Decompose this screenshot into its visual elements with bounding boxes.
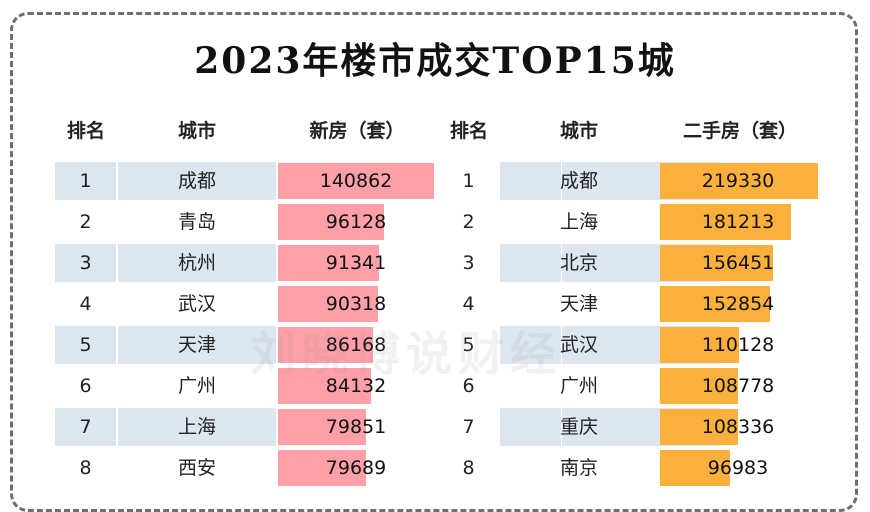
rank-second: 3	[462, 252, 475, 274]
city-new: 西安	[177, 457, 216, 479]
row-band	[500, 162, 561, 200]
city-new: 上海	[177, 416, 216, 438]
city-second: 上海	[559, 211, 598, 233]
second-hand-value: 181213	[701, 211, 775, 233]
chart-title: 2023年楼市成交TOP15城	[194, 40, 676, 82]
header-city-second: 城市	[559, 120, 598, 142]
new-homes-value: 140862	[319, 170, 393, 192]
header-second-hand: 二手房（套）	[682, 120, 797, 142]
second-hand-value: 108336	[701, 416, 775, 438]
new-homes-value: 79851	[325, 416, 387, 438]
city-new: 武汉	[177, 293, 216, 315]
second-hand-bar	[660, 204, 791, 240]
rank-new: 4	[79, 293, 92, 315]
new-homes-value: 96128	[325, 211, 387, 233]
rank-second: 7	[462, 416, 475, 438]
table-row: 1 成都 140862 1 成都 219330	[55, 162, 820, 200]
row-band	[118, 162, 276, 200]
second-hand-value: 108778	[701, 375, 775, 397]
header-rank-new: 排名	[66, 120, 105, 142]
rank-new: 7	[79, 416, 92, 438]
new-homes-bar	[278, 368, 372, 404]
rank-new: 5	[79, 334, 92, 356]
row-band	[500, 326, 561, 364]
rank-second: 4	[462, 293, 475, 315]
new-homes-bar	[278, 409, 367, 445]
rank-second: 5	[462, 334, 475, 356]
new-homes-value: 86168	[325, 334, 387, 356]
city-new: 天津	[177, 334, 216, 356]
second-hand-bar	[660, 450, 730, 486]
city-second: 武汉	[559, 334, 598, 356]
new-homes-value: 90318	[325, 293, 387, 315]
new-homes-value: 84132	[325, 375, 387, 397]
row-band	[118, 326, 276, 364]
rank-new: 3	[79, 252, 92, 274]
header-city-new: 城市	[177, 120, 216, 142]
table-row: 4 武汉 90318 4 天津 152854	[55, 285, 820, 323]
second-hand-bar	[660, 368, 739, 404]
row-band	[55, 326, 116, 364]
row-band	[500, 244, 561, 282]
city-new: 成都	[177, 170, 216, 192]
row-band	[55, 408, 116, 446]
rank-second: 6	[462, 375, 475, 397]
second-hand-value: 152854	[701, 293, 775, 315]
row-band	[55, 162, 116, 200]
second-hand-value: 96983	[707, 457, 769, 479]
city-second: 成都	[559, 170, 598, 192]
table-row: 5 天津 86168 5 武汉 110128	[55, 326, 820, 364]
city-new: 青岛	[177, 211, 216, 233]
table-row: 2 青岛 96128 2 上海 181213	[55, 203, 820, 241]
city-second: 广州	[559, 375, 598, 397]
rank-new: 8	[79, 457, 92, 479]
rank-new: 2	[79, 211, 92, 233]
rank-second: 1	[462, 170, 475, 192]
city-second: 天津	[559, 293, 598, 315]
row-band	[55, 244, 116, 282]
second-hand-value: 219330	[701, 170, 775, 192]
table-row: 7 上海 79851 7 重庆 108336	[55, 408, 820, 446]
second-hand-bar	[660, 327, 740, 363]
header-new-homes: 新房（套）	[309, 120, 405, 142]
city-new: 杭州	[177, 252, 216, 274]
second-hand-value: 110128	[701, 334, 775, 356]
header-rank-second: 排名	[449, 120, 488, 142]
city-second: 重庆	[559, 416, 598, 438]
row-band	[118, 408, 276, 446]
table-row: 8 西安 79689 8 南京 96983	[55, 449, 820, 487]
second-hand-bar	[660, 163, 818, 199]
second-hand-value: 156451	[701, 252, 775, 274]
rank-second: 8	[462, 457, 475, 479]
new-homes-bar	[278, 245, 380, 281]
new-homes-bar	[278, 204, 385, 240]
row-band	[500, 408, 561, 446]
rank-new: 6	[79, 375, 92, 397]
city-second: 南京	[559, 457, 598, 479]
table-row: 6 广州 84132 6 广州 108778	[55, 367, 820, 405]
new-homes-bar	[278, 450, 367, 486]
city-second: 北京	[559, 252, 598, 274]
new-homes-bar	[278, 163, 434, 199]
new-homes-value: 91341	[325, 252, 387, 274]
row-band	[118, 244, 276, 282]
table-row: 3 杭州 91341 3 北京 156451	[55, 244, 820, 282]
city-new: 广州	[177, 375, 216, 397]
second-hand-bar	[660, 286, 771, 322]
rank-second: 2	[462, 211, 475, 233]
second-hand-bar	[660, 245, 773, 281]
new-homes-bar	[278, 327, 374, 363]
second-hand-bar	[660, 409, 739, 445]
new-homes-bar	[278, 286, 379, 322]
rank-new: 1	[79, 170, 92, 192]
new-homes-value: 79689	[325, 457, 387, 479]
